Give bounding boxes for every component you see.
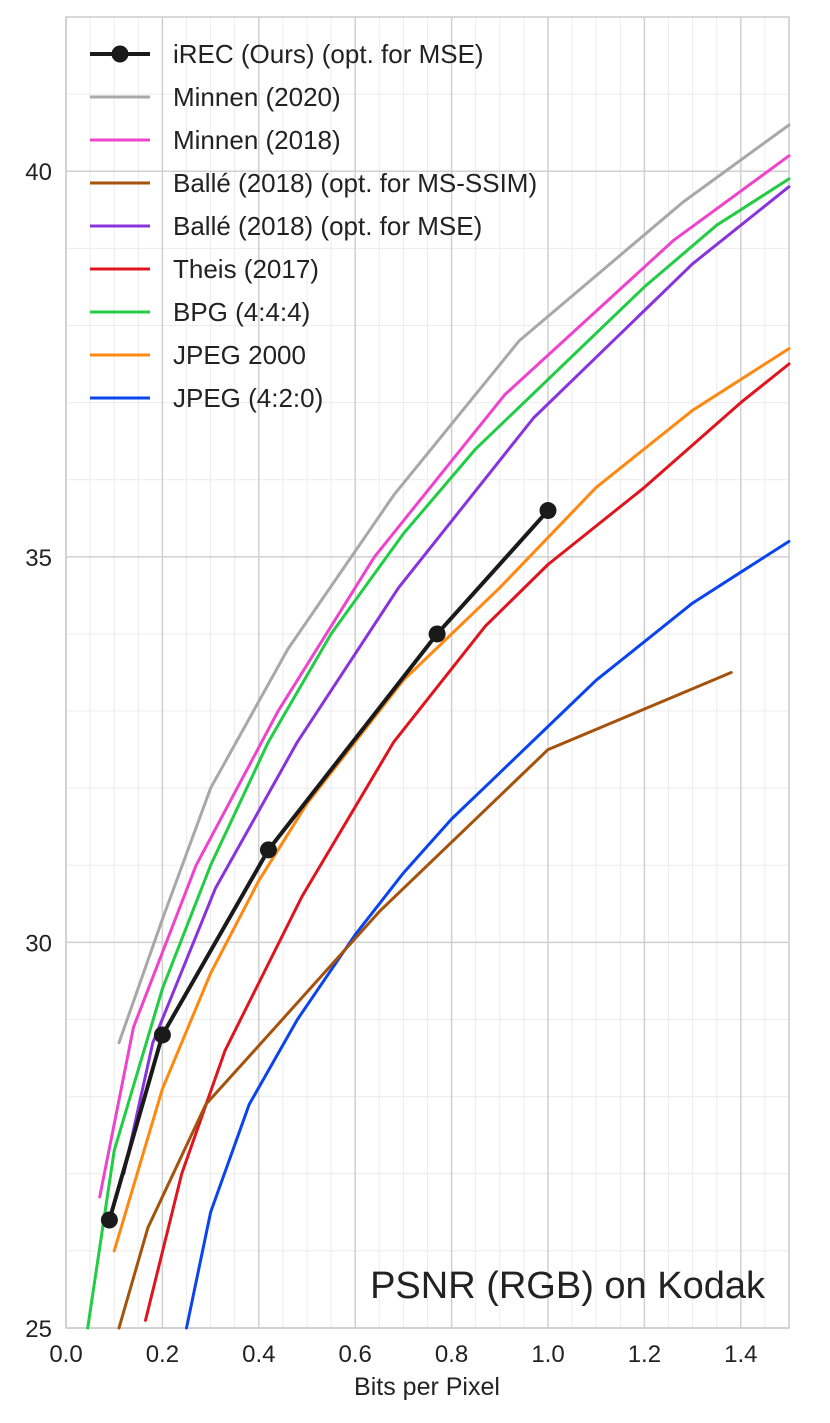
legend-item-minnen-2020: Minnen (2020) — [90, 82, 341, 112]
legend-item-theis-2017: Theis (2017) — [90, 254, 319, 284]
y-tick-label: 40 — [25, 159, 52, 186]
data-point-irec-ours-opt-for-mse — [428, 625, 446, 643]
x-tick-label: 0.0 — [49, 1341, 82, 1368]
legend-label: Theis (2017) — [173, 254, 319, 284]
legend-label: JPEG 2000 — [173, 340, 306, 370]
legend-item-minnen-2018: Minnen (2018) — [90, 125, 341, 155]
legend-item-ball-2018-opt-for-mse: Ballé (2018) (opt. for MSE) — [90, 211, 482, 241]
legend-item-jpeg-4-2-0: JPEG (4:2:0) — [90, 383, 323, 413]
legend-marker — [111, 45, 129, 63]
chart-annotation: PSNR (RGB) on Kodak — [370, 1265, 766, 1307]
legend-label: JPEG (4:2:0) — [173, 383, 323, 413]
x-tick-label: 0.8 — [435, 1341, 468, 1368]
legend-item-bpg-4-4-4: BPG (4:4:4) — [90, 297, 310, 327]
legend-label: iREC (Ours) (opt. for MSE) — [173, 39, 484, 69]
legend-label: BPG (4:4:4) — [173, 297, 310, 327]
legend-label: Minnen (2020) — [173, 82, 341, 112]
legend-label: Minnen (2018) — [173, 125, 341, 155]
x-tick-label: 1.2 — [628, 1341, 661, 1368]
series-line-minnen-2018 — [98, 154, 791, 1199]
legend-item-ball-2018-opt-for-ms-ssim: Ballé (2018) (opt. for MS-SSIM) — [90, 168, 537, 198]
y-tick-label: 25 — [25, 1316, 52, 1343]
data-point-irec-ours-opt-for-mse — [259, 841, 277, 859]
y-tick-labels: 25 30 35 40 — [25, 159, 52, 1343]
series-line-ball-2018-opt-for-ms-ssim — [117, 671, 733, 1330]
data-point-irec-ours-opt-for-mse — [153, 1026, 171, 1044]
y-tick-label: 35 — [25, 545, 52, 572]
legend-label: Ballé (2018) (opt. for MSE) — [173, 211, 482, 241]
series-line-ball-2018-opt-for-mse — [122, 185, 791, 1176]
series-line-bpg-4-4-4 — [86, 177, 791, 1330]
series-layer — [86, 123, 791, 1330]
x-axis-label: Bits per Pixel — [354, 1373, 500, 1401]
y-tick-label: 30 — [25, 930, 52, 957]
legend: iREC (Ours) (opt. for MSE) Minnen (2020) M… — [90, 39, 537, 413]
legend-label: Ballé (2018) (opt. for MS-SSIM) — [173, 168, 537, 198]
x-tick-label: 1.0 — [531, 1341, 564, 1368]
x-tick-label: 0.4 — [242, 1341, 275, 1368]
plot-frame — [65, 16, 790, 1329]
x-tick-label: 1.4 — [724, 1341, 757, 1368]
x-tick-labels: 0.0 0.2 0.4 0.6 0.8 1.0 1.2 1.4 — [49, 1341, 757, 1368]
x-tick-label: 0.2 — [146, 1341, 179, 1368]
series-line-minnen-2020 — [117, 123, 791, 1045]
series-line-jpeg-4-2-0 — [185, 539, 791, 1330]
data-point-irec-ours-opt-for-mse — [539, 502, 557, 520]
legend-item-irec-ours-opt-for-mse: iREC (Ours) (opt. for MSE) — [90, 39, 484, 69]
legend-item-jpeg-2000: JPEG 2000 — [90, 340, 306, 370]
x-tick-label: 0.6 — [339, 1341, 372, 1368]
data-point-irec-ours-opt-for-mse — [100, 1211, 118, 1229]
